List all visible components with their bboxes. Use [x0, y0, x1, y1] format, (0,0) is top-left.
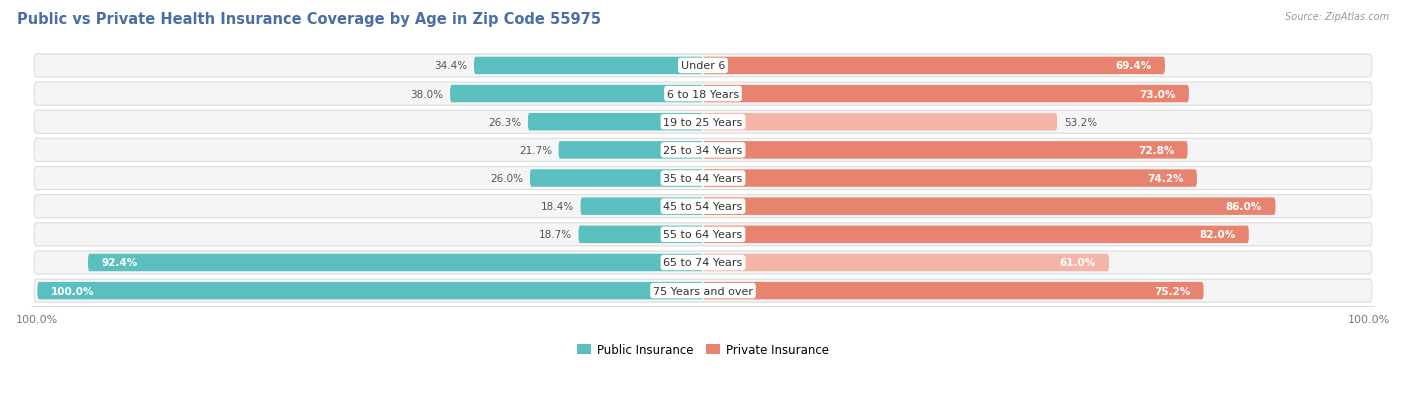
Text: 26.0%: 26.0%	[491, 173, 523, 184]
Text: 25 to 34 Years: 25 to 34 Years	[664, 145, 742, 156]
FancyBboxPatch shape	[34, 167, 1372, 190]
Text: 74.2%: 74.2%	[1147, 173, 1184, 184]
FancyBboxPatch shape	[558, 142, 703, 159]
FancyBboxPatch shape	[578, 226, 703, 244]
Text: 34.4%: 34.4%	[434, 61, 467, 71]
FancyBboxPatch shape	[703, 142, 1188, 159]
Text: 6 to 18 Years: 6 to 18 Years	[666, 89, 740, 100]
FancyBboxPatch shape	[703, 254, 1109, 272]
FancyBboxPatch shape	[527, 114, 703, 131]
FancyBboxPatch shape	[89, 254, 703, 272]
Text: 45 to 54 Years: 45 to 54 Years	[664, 202, 742, 212]
Legend: Public Insurance, Private Insurance: Public Insurance, Private Insurance	[572, 338, 834, 361]
Text: Under 6: Under 6	[681, 61, 725, 71]
Text: 92.4%: 92.4%	[101, 258, 138, 268]
FancyBboxPatch shape	[34, 111, 1372, 134]
Text: 65 to 74 Years: 65 to 74 Years	[664, 258, 742, 268]
Text: 75 Years and over: 75 Years and over	[652, 286, 754, 296]
Text: 35 to 44 Years: 35 to 44 Years	[664, 173, 742, 184]
FancyBboxPatch shape	[34, 55, 1372, 78]
Text: Public vs Private Health Insurance Coverage by Age in Zip Code 55975: Public vs Private Health Insurance Cover…	[17, 12, 600, 27]
Text: 18.7%: 18.7%	[538, 230, 572, 240]
Text: 69.4%: 69.4%	[1115, 61, 1152, 71]
Text: 86.0%: 86.0%	[1226, 202, 1263, 212]
FancyBboxPatch shape	[703, 114, 1057, 131]
Text: 72.8%: 72.8%	[1137, 145, 1174, 156]
Text: 21.7%: 21.7%	[519, 145, 553, 156]
Text: 18.4%: 18.4%	[541, 202, 574, 212]
FancyBboxPatch shape	[474, 57, 703, 75]
Text: 73.0%: 73.0%	[1139, 89, 1175, 100]
Text: 19 to 25 Years: 19 to 25 Years	[664, 117, 742, 128]
Text: 82.0%: 82.0%	[1199, 230, 1236, 240]
FancyBboxPatch shape	[450, 85, 703, 103]
Text: Source: ZipAtlas.com: Source: ZipAtlas.com	[1285, 12, 1389, 22]
Text: 55 to 64 Years: 55 to 64 Years	[664, 230, 742, 240]
Text: 38.0%: 38.0%	[411, 89, 443, 100]
Text: 100.0%: 100.0%	[51, 286, 94, 296]
FancyBboxPatch shape	[38, 282, 703, 300]
FancyBboxPatch shape	[703, 282, 1204, 300]
FancyBboxPatch shape	[703, 198, 1275, 216]
FancyBboxPatch shape	[703, 170, 1197, 188]
FancyBboxPatch shape	[703, 226, 1249, 244]
FancyBboxPatch shape	[703, 57, 1166, 75]
FancyBboxPatch shape	[34, 139, 1372, 162]
FancyBboxPatch shape	[34, 83, 1372, 106]
FancyBboxPatch shape	[34, 280, 1372, 302]
FancyBboxPatch shape	[703, 85, 1189, 103]
Text: 53.2%: 53.2%	[1064, 117, 1097, 128]
FancyBboxPatch shape	[34, 252, 1372, 274]
Text: 26.3%: 26.3%	[488, 117, 522, 128]
FancyBboxPatch shape	[34, 223, 1372, 246]
Text: 75.2%: 75.2%	[1154, 286, 1191, 296]
Text: 61.0%: 61.0%	[1060, 258, 1095, 268]
FancyBboxPatch shape	[581, 198, 703, 216]
FancyBboxPatch shape	[530, 170, 703, 188]
FancyBboxPatch shape	[34, 195, 1372, 218]
